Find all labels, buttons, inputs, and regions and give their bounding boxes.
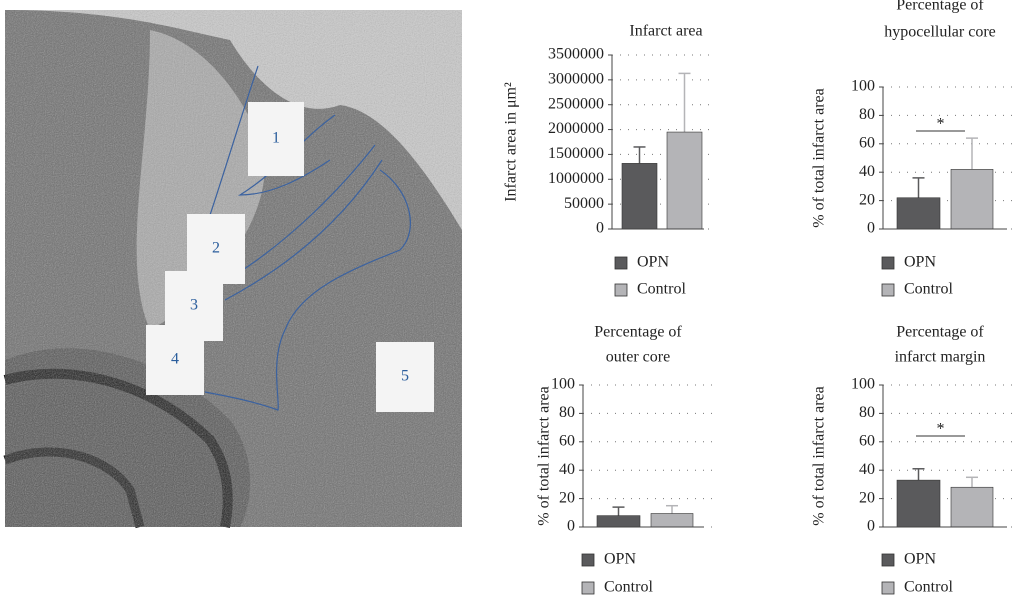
y-tick-label: 3000000 [548,71,604,88]
chart-title: outer core [606,349,670,366]
y-tick-label: 20 [859,489,875,506]
legend-swatch [581,581,595,595]
y-tick-label: 0 [867,220,875,237]
legend-label: Control [637,281,686,298]
legend-label: Control [904,281,953,298]
y-tick-label: 2000000 [548,120,604,137]
chart-title: infarct margin [895,349,986,366]
legend-swatch [881,256,895,270]
bar [950,486,994,528]
y-tick-label: 80 [559,404,575,421]
region-box [248,102,304,176]
legend-label: OPN [604,551,636,568]
legend-swatch [881,553,895,567]
bar [596,515,641,528]
legend-label: Control [904,579,953,596]
y-tick-label: 100 [851,78,875,95]
chart-title: hypocellular core [884,24,996,41]
legend-label: OPN [637,254,669,271]
y-tick-label: 60 [559,432,575,449]
legend-swatch [614,283,628,297]
significance-marker: * [937,421,945,438]
chart-title: Percentage of [594,324,682,341]
y-axis-label: Infarct area in μm² [503,82,520,202]
y-tick-label: 80 [859,106,875,123]
y-tick-label: 60 [859,134,875,151]
y-tick-label: 1000000 [548,170,604,187]
bar [896,479,941,528]
bar [621,163,658,230]
region-label: 2 [212,240,220,257]
region-label: 4 [171,351,179,368]
y-tick-label: 100 [551,376,575,393]
y-tick-label: 40 [859,163,875,180]
region-label: 1 [272,130,280,147]
legend-swatch [614,256,628,270]
bar [950,169,994,230]
chart-title: Percentage of [896,324,984,341]
y-tick-label: 0 [596,220,604,237]
y-tick-label: 20 [859,191,875,208]
legend-swatch [881,581,895,595]
y-tick-label: 20 [559,489,575,506]
legend-swatch [881,283,895,297]
y-tick-label: 3500000 [548,46,604,63]
y-tick-label: 80 [859,404,875,421]
y-tick-label: 50000 [564,195,604,212]
y-axis-label: % of total infarct area [811,88,828,227]
chart-title: Percentage of [896,0,984,14]
region-label: 5 [401,368,409,385]
y-axis-label: % of total infarct area [811,386,828,525]
bar [650,513,694,528]
bar [666,131,703,230]
y-tick-label: 0 [567,518,575,535]
legend-label: OPN [904,254,936,271]
y-tick-label: 1500000 [548,145,604,162]
y-tick-label: 40 [559,461,575,478]
y-tick-label: 100 [851,376,875,393]
y-tick-label: 40 [859,461,875,478]
region-label: 3 [190,297,198,314]
y-tick-label: 60 [859,432,875,449]
y-tick-label: 0 [867,518,875,535]
legend-label: Control [604,579,653,596]
chart-title: Infarct area [629,23,702,40]
y-axis-label: % of total infarct area [536,386,553,525]
y-tick-label: 2500000 [548,95,604,112]
region-labels: 1 2 3 4 5 [146,102,434,412]
region-box [146,325,204,395]
bar [896,197,941,230]
legend-label: OPN [904,551,936,568]
region-box [376,342,434,412]
significance-marker: * [937,116,945,133]
legend-swatch [581,553,595,567]
